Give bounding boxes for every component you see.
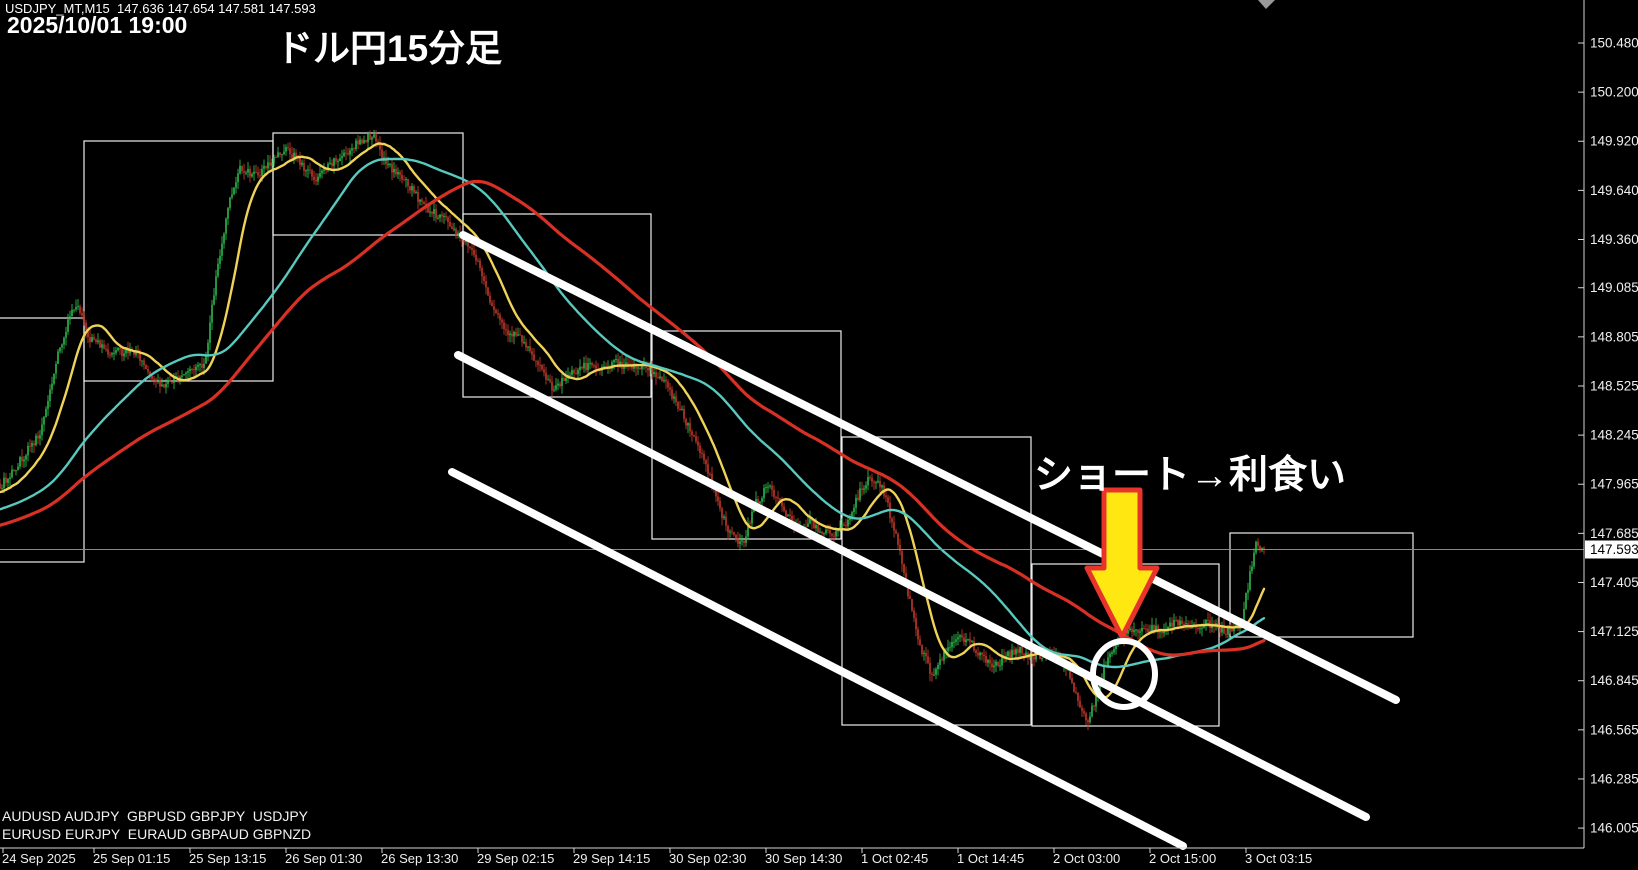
price-axis-label[interactable]: 148.525: [1590, 378, 1638, 393]
price-axis-label[interactable]: 149.640: [1590, 183, 1638, 198]
price-axis-label[interactable]: 146.845: [1590, 673, 1638, 688]
candle-datetime-label: 2025/10/01 19:00: [7, 12, 188, 38]
drawn-box[interactable]: [1229, 532, 1414, 638]
chart-shift-marker-icon[interactable]: [1258, 0, 1275, 9]
price-axis-label[interactable]: 148.805: [1590, 329, 1638, 344]
price-axis-label[interactable]: 149.085: [1590, 280, 1638, 295]
time-axis-label[interactable]: 29 Sep 02:15: [477, 851, 554, 866]
price-axis-label[interactable]: 149.360: [1590, 232, 1638, 247]
ohlc-info: USDJPY_MT,M15 147.636 147.654 147.581 14…: [5, 1, 316, 16]
price-axis-label[interactable]: 147.405: [1590, 575, 1638, 590]
price-axis-label[interactable]: 150.200: [1590, 85, 1638, 100]
price-axis-label[interactable]: 146.005: [1590, 821, 1638, 836]
time-axis-label[interactable]: 25 Sep 01:15: [93, 851, 170, 866]
watchlist-row-2[interactable]: EURUSD EURJPY EURAUD GBPAUD GBPNZD: [2, 826, 312, 842]
trendlines-layer[interactable]: [448, 231, 1400, 850]
current-price-tag: [1585, 540, 1638, 559]
entry-arrow-icon[interactable]: [1084, 487, 1160, 640]
price-axis-label[interactable]: 150.480: [1590, 36, 1638, 51]
price-axis-label[interactable]: 147.965: [1590, 477, 1638, 492]
ma-mid-line: [0, 157, 1266, 669]
ma-fast-line: [0, 142, 1266, 700]
time-axis-label[interactable]: 26 Sep 01:30: [285, 851, 362, 866]
exit-circle-annotation[interactable]: [1090, 638, 1158, 710]
moving-averages-layer: [0, 142, 1266, 700]
watchlist-row-1[interactable]: AUDUSD AUDJPY GBPUSD GBPJPY USDJPY: [2, 808, 309, 824]
time-axis-label[interactable]: 25 Sep 13:15: [189, 851, 266, 866]
time-axis-label[interactable]: 3 Oct 03:15: [1245, 851, 1312, 866]
time-axis-label[interactable]: 29 Sep 14:15: [573, 851, 650, 866]
chart-title: ドル円15分足: [276, 28, 503, 69]
current-price-tag-text: 147.593: [1590, 542, 1638, 557]
trend-line[interactable]: [459, 231, 1400, 704]
time-axis-label[interactable]: 2 Oct 15:00: [1149, 851, 1216, 866]
ma-slow-line: [0, 179, 1266, 657]
time-axis-label[interactable]: 1 Oct 14:45: [957, 851, 1024, 866]
time-axis-label[interactable]: 26 Sep 13:30: [381, 851, 458, 866]
trend-line[interactable]: [448, 468, 1187, 850]
trade-annotation-label: ショート→利食い: [1034, 454, 1347, 497]
time-axis-label[interactable]: 30 Sep 14:30: [765, 851, 842, 866]
time-axis-label[interactable]: 30 Sep 02:30: [669, 851, 746, 866]
price-axis-label[interactable]: 146.285: [1590, 771, 1638, 786]
time-axis-label[interactable]: 2 Oct 03:00: [1053, 851, 1120, 866]
candles-layer: [0, 129, 1265, 731]
price-axis-label[interactable]: 146.565: [1590, 722, 1638, 737]
price-axis-label[interactable]: 147.685: [1590, 526, 1638, 541]
drawn-box[interactable]: [651, 330, 842, 540]
price-axis-label[interactable]: 148.245: [1590, 428, 1638, 443]
time-axis-label[interactable]: 24 Sep 2025: [2, 851, 76, 866]
price-axis-label[interactable]: 149.920: [1590, 134, 1638, 149]
time-axis-label[interactable]: 1 Oct 02:45: [861, 851, 928, 866]
drawn-box[interactable]: [83, 140, 274, 382]
trend-line[interactable]: [454, 351, 1370, 821]
price-axis-label[interactable]: 147.125: [1590, 624, 1638, 639]
annotations-layer[interactable]: [1084, 0, 1275, 710]
